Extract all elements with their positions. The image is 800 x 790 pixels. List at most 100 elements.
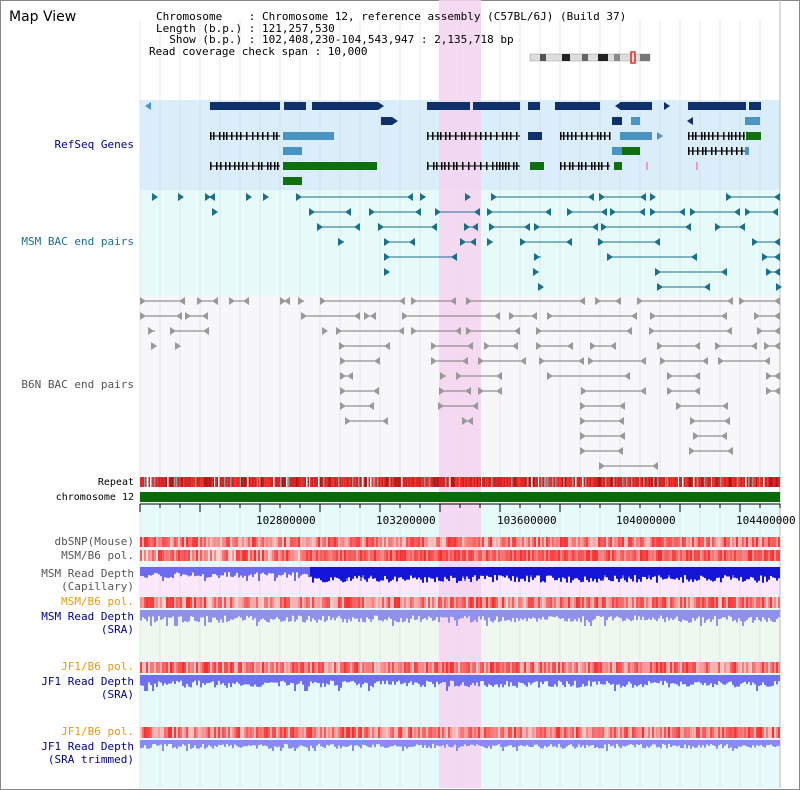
depth-bar [234, 610, 236, 619]
heatmap-cell [692, 727, 694, 738]
heatmap-cell [650, 550, 652, 561]
heatmap-cell [618, 537, 620, 547]
heatmap-cell [376, 597, 378, 608]
heatmap-cell [752, 662, 754, 673]
depth-bar [154, 740, 156, 744]
depth-bar [696, 675, 698, 683]
depth-bar [408, 567, 410, 580]
heatmap-cell [740, 662, 742, 673]
heatmap-cell [746, 662, 748, 673]
heatmap-cell [614, 662, 616, 673]
dbsnp-label[interactable]: dbSNP(Mouse) [54, 535, 134, 548]
heatmap-cell [344, 597, 346, 608]
bac-end-arrow [369, 208, 375, 216]
depth-bar [460, 610, 462, 619]
heatmap-cell [552, 550, 554, 561]
depth-bar [440, 740, 442, 747]
bac-end-arrow [496, 387, 502, 395]
depth-bar [320, 740, 322, 747]
heatmap-cell [684, 727, 686, 738]
msm-depth-cap-label[interactable]: MSM Read Depth [41, 567, 134, 580]
bac-end-arrow [764, 357, 770, 365]
bac-end-arrow [431, 342, 437, 350]
heatmap-cell [314, 727, 316, 738]
depth-bar [594, 610, 596, 619]
bac-end-arrow [317, 223, 323, 231]
b6n-bac-label[interactable]: B6N BAC end pairs [21, 378, 134, 391]
jf1-b6-pol-label[interactable]: JF1/B6 pol. [61, 660, 134, 673]
jf1-b6-pol-label-2[interactable]: JF1/B6 pol. [61, 725, 134, 738]
refseq-label[interactable]: RefSeq Genes [54, 138, 134, 151]
heatmap-cell [582, 727, 584, 738]
depth-bar [520, 610, 522, 619]
depth-bar [280, 740, 282, 751]
depth-bar [278, 740, 280, 747]
depth-bar [576, 610, 578, 622]
depth-bar [208, 567, 210, 578]
heatmap-cell [240, 597, 242, 608]
heatmap-cell [474, 662, 476, 673]
gene-exon [246, 162, 248, 170]
msm-depth-sra-label[interactable]: MSM Read Depth [41, 610, 134, 623]
depth-bar [630, 740, 632, 745]
depth-bar [488, 740, 490, 747]
heatmap-cell [244, 662, 246, 673]
heatmap-cell [686, 537, 688, 547]
repeat-element [469, 477, 471, 487]
heatmap-cell [194, 662, 196, 673]
depth-bar [576, 675, 578, 688]
depth-bar [160, 610, 162, 620]
bac-end-arrow [347, 372, 353, 380]
depth-bar [420, 610, 422, 622]
heatmap-cell [746, 550, 748, 561]
depth-bar [710, 610, 712, 622]
repeat-element [754, 477, 756, 487]
heatmap-cell [304, 550, 306, 561]
heatmap-cell [200, 597, 202, 608]
depth-bar [320, 567, 322, 581]
msm-b6-pol-label-2[interactable]: MSM/B6 pol. [61, 595, 134, 608]
heatmap-cell [358, 662, 360, 673]
heatmap-cell [252, 537, 254, 547]
depth-bar [514, 567, 516, 582]
heatmap-cell [338, 597, 340, 608]
bac-end-arrow [578, 357, 584, 365]
heatmap-cell [354, 550, 356, 561]
depth-bar [402, 740, 404, 751]
bac-end-arrow [340, 372, 346, 380]
heatmap-cell [744, 550, 746, 561]
heatmap-cell [758, 537, 760, 547]
heatmap-cell [336, 537, 338, 547]
chromosome-ideogram[interactable] [529, 51, 651, 64]
heatmap-cell [376, 537, 378, 547]
heatmap-cell [390, 597, 392, 608]
heatmap-cell [216, 597, 218, 608]
heatmap-cell [702, 597, 704, 608]
repeat-element [751, 477, 753, 487]
heatmap-cell [570, 597, 572, 608]
heatmap-cell [512, 597, 514, 608]
heatmap-cell [718, 662, 720, 673]
heatmap-cell [302, 537, 304, 547]
heatmap-cell [228, 550, 230, 561]
jf1-depth-trim-label[interactable]: JF1 Read Depth [41, 740, 134, 753]
depth-bar [188, 740, 190, 744]
jf1-depth-sra-label[interactable]: JF1 Read Depth [41, 675, 134, 688]
heatmap-cell [472, 550, 474, 561]
repeat-element [585, 477, 587, 487]
depth-bar [768, 610, 770, 618]
depth-bar [642, 610, 644, 617]
depth-bar [622, 675, 624, 686]
msm-b6-pol-label[interactable]: MSM/B6 pol. [61, 549, 134, 562]
bac-end-arrow [440, 372, 446, 380]
repeat-element [700, 477, 702, 487]
depth-bar [236, 740, 238, 746]
depth-bar [664, 567, 666, 579]
heatmap-cell [240, 662, 242, 673]
depth-bar [370, 610, 372, 622]
heatmap-cell [574, 597, 576, 608]
heatmap-cell [140, 550, 142, 561]
msm-bac-label[interactable]: MSM BAC end pairs [21, 235, 134, 248]
heatmap-cell [318, 727, 320, 738]
